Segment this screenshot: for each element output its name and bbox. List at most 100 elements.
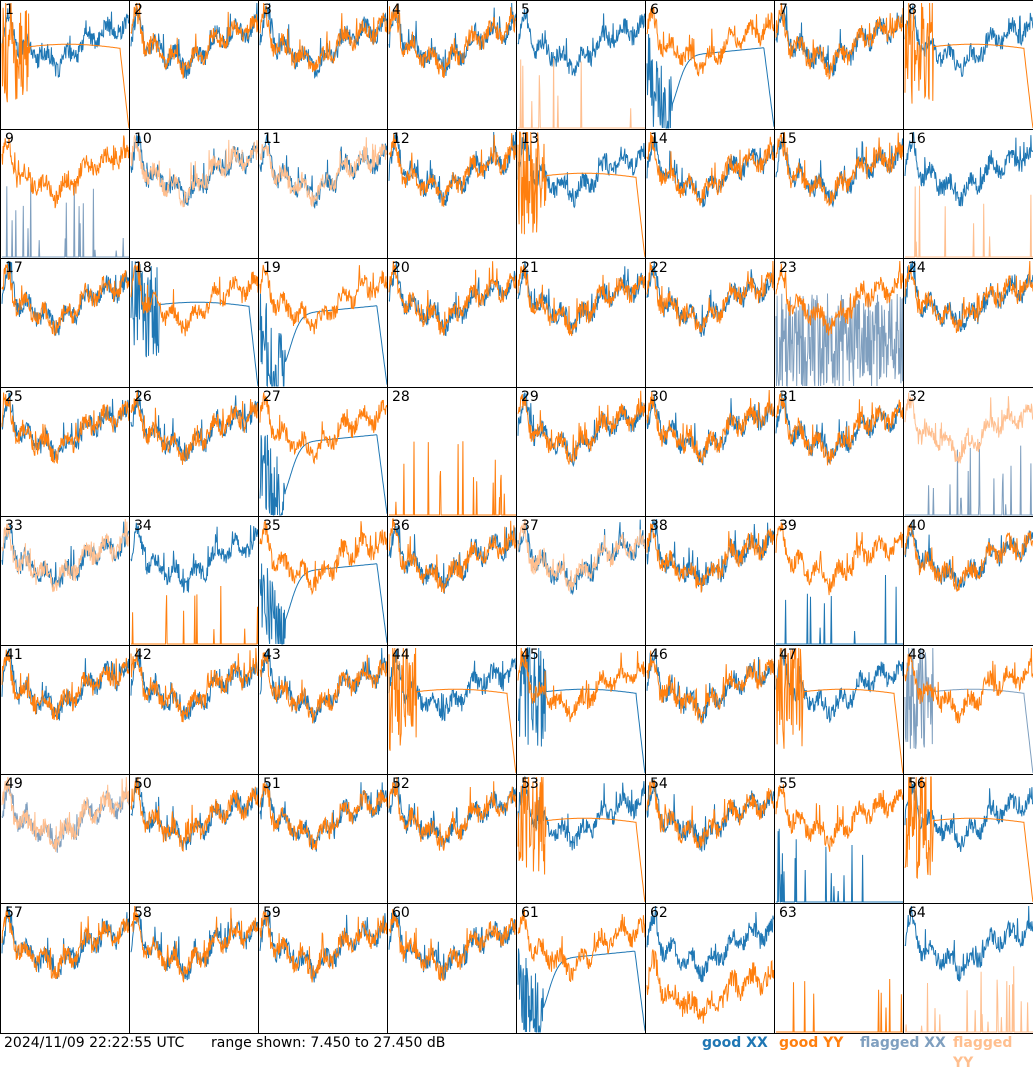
series-line-yy	[388, 647, 516, 774]
series-line-xx	[904, 131, 1033, 207]
series-line-yy	[1, 392, 129, 465]
series-line-yy	[904, 392, 1033, 464]
panel-plot	[1, 392, 129, 465]
panel-label: 19	[263, 260, 281, 276]
antenna-panel: 31	[774, 387, 904, 517]
panel-label: 48	[908, 647, 926, 663]
series-line-yy	[1, 910, 129, 980]
panel-plot	[1, 905, 129, 980]
antenna-panel: 37	[516, 516, 646, 646]
series-line-yy	[1, 263, 129, 337]
series-line-xx	[259, 434, 387, 516]
panel-plot	[388, 131, 516, 207]
antenna-panel: 41	[0, 645, 130, 775]
panel-plot	[130, 389, 258, 465]
series-line-xx	[130, 913, 258, 981]
series-line-xx	[388, 2, 516, 77]
series-line-xx	[517, 948, 645, 1033]
panel-plot	[646, 779, 774, 852]
panel-label: 61	[521, 905, 539, 921]
antenna-panel: 59	[258, 903, 388, 1034]
antenna-grid: 1 2 3 4 5 6 7 8 9 10 11 12 13 14 15 16 17 18 19 20 21 22 23 24 2…	[0, 0, 1033, 1034]
series-line-yy	[517, 909, 645, 982]
series-line-yy	[775, 260, 903, 336]
panel-plot	[646, 6, 774, 129]
panel-plot	[646, 650, 774, 725]
series-line-yy	[130, 776, 258, 852]
panel-plot	[259, 134, 387, 210]
panel-plot	[776, 978, 903, 1033]
panel-label: 27	[263, 389, 281, 405]
antenna-panel: 51	[258, 774, 388, 904]
panel-label: 58	[134, 905, 152, 921]
panel-label: 40	[908, 518, 926, 534]
antenna-panel: 55	[774, 774, 904, 904]
range-shown: range shown: 7.450 to 27.450 dB	[211, 1035, 446, 1051]
panel-label: 20	[392, 260, 410, 276]
panel-plot	[259, 392, 387, 516]
panel-plot	[517, 775, 645, 903]
panel-plot	[904, 260, 1033, 334]
antenna-panel: 34	[129, 516, 259, 646]
series-line-yy	[259, 2, 387, 73]
antenna-panel: 24	[903, 258, 1033, 388]
legend-good-xx: good XX	[702, 1035, 768, 1051]
panel-plot	[775, 392, 903, 466]
antenna-panel: 63	[774, 903, 904, 1034]
series-line-xx	[517, 260, 645, 335]
series-line-yy	[259, 782, 387, 851]
panel-plot	[904, 2, 1033, 129]
panel-label: 45	[521, 647, 539, 663]
panel-label: 14	[650, 131, 668, 147]
panel-label: 60	[392, 905, 410, 921]
antenna-panel: 58	[129, 903, 259, 1034]
panel-label: 55	[779, 776, 797, 792]
panel-label: 21	[521, 260, 539, 276]
series-line-yy	[130, 647, 258, 723]
series-line-yy	[904, 2, 1033, 129]
antenna-panel: 40	[903, 516, 1033, 646]
antenna-panel: 1	[0, 0, 130, 130]
panel-label: 13	[521, 131, 539, 147]
panel-label: 37	[521, 518, 539, 534]
series-line-yy	[904, 260, 1033, 334]
series-line-xx	[776, 828, 903, 903]
panel-plot	[646, 260, 774, 337]
antenna-panel: 35	[258, 516, 388, 646]
antenna-panel: 2	[129, 0, 259, 130]
panel-plot	[646, 905, 774, 1024]
antenna-panel: 21	[516, 258, 646, 388]
panel-plot	[130, 260, 258, 387]
antenna-panel: 18	[129, 258, 259, 388]
panel-label: 39	[779, 518, 797, 534]
series-line-yy	[905, 966, 1033, 1033]
series-line-yy	[388, 909, 516, 982]
panel-label: 10	[134, 131, 152, 147]
antenna-panel: 26	[129, 387, 259, 517]
panel-plot	[517, 390, 645, 468]
panel-plot	[1, 2, 129, 129]
panel-plot	[130, 776, 258, 852]
panel-label: 7	[779, 2, 788, 18]
antenna-panel: 61	[516, 903, 646, 1034]
panel-plot	[775, 2, 903, 81]
panel-plot	[646, 389, 774, 466]
antenna-panel: 16	[903, 129, 1033, 259]
panel-plot	[130, 2, 258, 80]
panel-plot	[388, 776, 516, 851]
panel-plot	[775, 522, 903, 645]
panel-plot	[388, 909, 516, 982]
antenna-panel: 42	[129, 645, 259, 775]
series-line-yy	[1, 518, 129, 593]
panel-plot	[259, 909, 387, 983]
panel-label: 57	[5, 905, 23, 921]
series-line-xx	[130, 260, 258, 387]
series-line-yy	[1, 649, 129, 721]
series-line-xx	[130, 522, 258, 593]
panel-label: 34	[134, 518, 152, 534]
panel-label: 49	[5, 776, 23, 792]
panel-label: 51	[263, 776, 281, 792]
series-line-yy	[775, 2, 903, 81]
panel-label: 64	[908, 905, 926, 921]
panel-plot	[775, 647, 903, 774]
